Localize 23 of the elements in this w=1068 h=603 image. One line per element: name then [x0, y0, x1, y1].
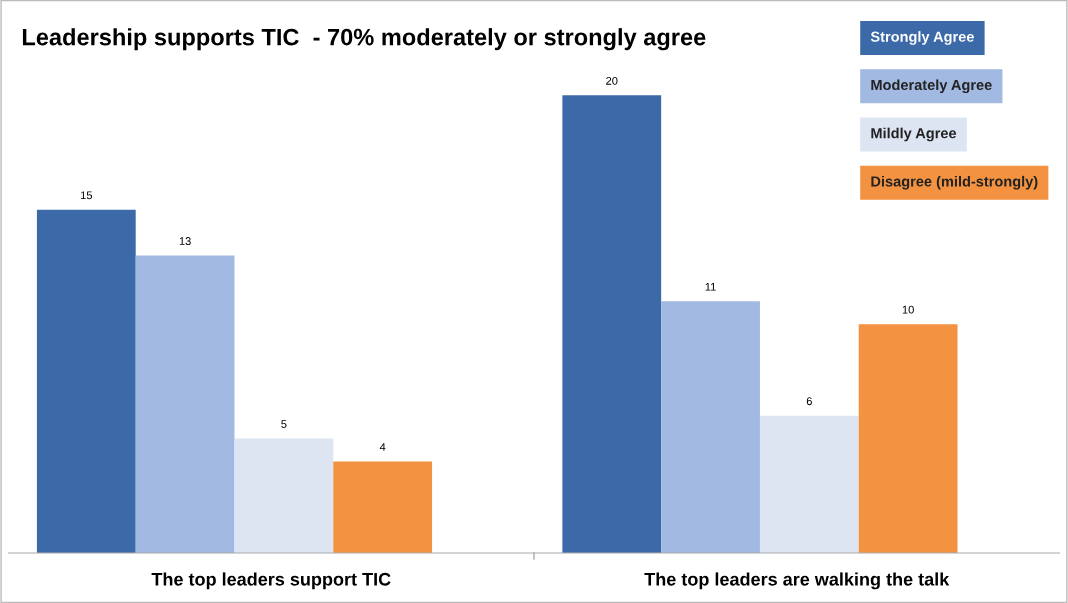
- text: Moderately Agree: [871, 79, 992, 94]
- bar: [562, 95, 662, 553]
- x-tick-label: The top leaders are walking the talk: [644, 572, 950, 590]
- data-label: 11: [705, 282, 716, 291]
- data-label: 10: [902, 305, 914, 314]
- bar: [135, 255, 235, 553]
- text: Strongly Agree: [870, 31, 974, 45]
- data-label: 13: [179, 237, 191, 245]
- data-label: 4: [379, 443, 386, 451]
- data-label: 6: [806, 397, 812, 406]
- bar: [661, 301, 760, 553]
- bar: [333, 461, 433, 553]
- x-tick-label: The top leaders support TIC: [151, 572, 391, 590]
- bar: [234, 438, 334, 553]
- data-label: 20: [606, 76, 618, 85]
- bar: [36, 209, 136, 553]
- text: Mildly Agree: [871, 127, 957, 142]
- data-label: 15: [80, 191, 93, 200]
- data-label: 5: [281, 420, 287, 429]
- chart-title: Leadership supports TIC - 70% moderately or strongly agree: [22, 28, 706, 51]
- bar: [759, 415, 859, 553]
- bar: [858, 324, 958, 553]
- text: Disagree (mild-strongly): [871, 175, 1038, 190]
